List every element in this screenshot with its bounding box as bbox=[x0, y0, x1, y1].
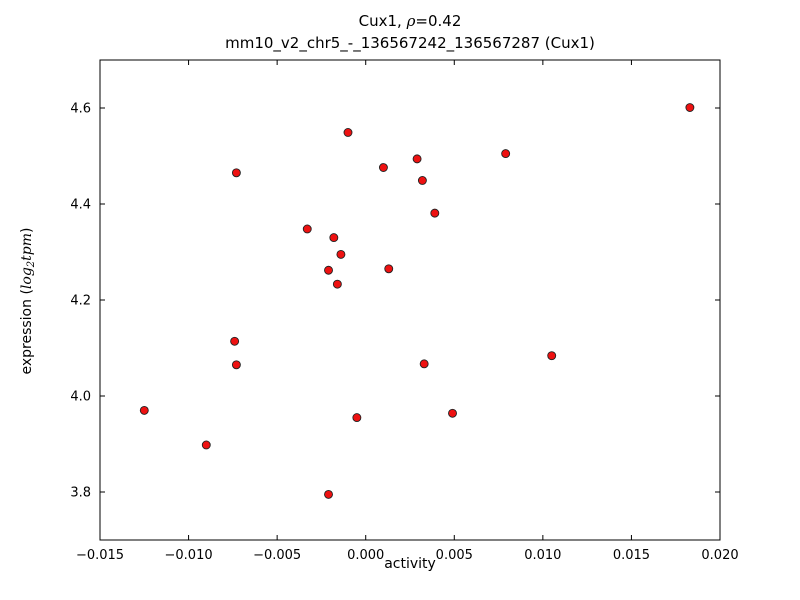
data-point bbox=[419, 359, 429, 369]
data-point bbox=[343, 128, 353, 137]
x-tick-label: 0.005 bbox=[436, 548, 473, 563]
x-tick-label: −0.015 bbox=[76, 548, 124, 563]
x-tick-label: −0.010 bbox=[165, 548, 213, 563]
data-point bbox=[417, 176, 427, 185]
chart-title-line1: Cux1, ρ=0.42 bbox=[100, 10, 720, 32]
data-point bbox=[231, 360, 241, 370]
data-point bbox=[201, 440, 211, 450]
x-tick-label: 0.015 bbox=[613, 548, 650, 563]
data-point bbox=[412, 154, 422, 164]
x-tick-label: 0.020 bbox=[701, 548, 738, 563]
data-point bbox=[384, 264, 394, 274]
data-point bbox=[139, 405, 149, 415]
data-point bbox=[336, 249, 346, 259]
data-point bbox=[332, 279, 342, 289]
chart-title: Cux1, ρ=0.42 mm10_v2_chr5_-_136567242_13… bbox=[100, 10, 720, 54]
data-point bbox=[685, 103, 695, 112]
data-point bbox=[378, 163, 388, 172]
data-point bbox=[329, 233, 339, 243]
data-point bbox=[230, 336, 240, 346]
title-rho-symbol: ρ bbox=[406, 12, 416, 30]
data-point bbox=[231, 168, 241, 178]
data-point bbox=[448, 408, 457, 418]
chart-title-line2: mm10_v2_chr5_-_136567242_136567287 (Cux1… bbox=[225, 34, 595, 52]
x-axis-label: activity bbox=[384, 556, 436, 572]
y-tick-label: 4.2 bbox=[70, 294, 91, 309]
y-tick-label: 3.8 bbox=[70, 486, 91, 501]
data-point bbox=[324, 265, 333, 275]
title-gene: Cux1, bbox=[358, 12, 407, 30]
x-tick-label: 0.000 bbox=[347, 548, 384, 563]
y-tick-label: 4.4 bbox=[70, 198, 91, 213]
x-tick-label: −0.005 bbox=[253, 548, 301, 563]
plot-frame bbox=[99, 59, 721, 541]
data-point bbox=[302, 224, 312, 234]
data-point bbox=[501, 149, 511, 159]
data-point bbox=[547, 351, 557, 361]
x-tick-label: 0.010 bbox=[524, 548, 561, 563]
title-rho-value: =0.42 bbox=[415, 12, 462, 30]
data-point bbox=[324, 489, 333, 499]
y-tick-label: 4.6 bbox=[70, 102, 91, 117]
y-tick-label: 4.0 bbox=[70, 390, 91, 405]
data-point bbox=[352, 413, 362, 423]
data-point bbox=[430, 208, 440, 218]
